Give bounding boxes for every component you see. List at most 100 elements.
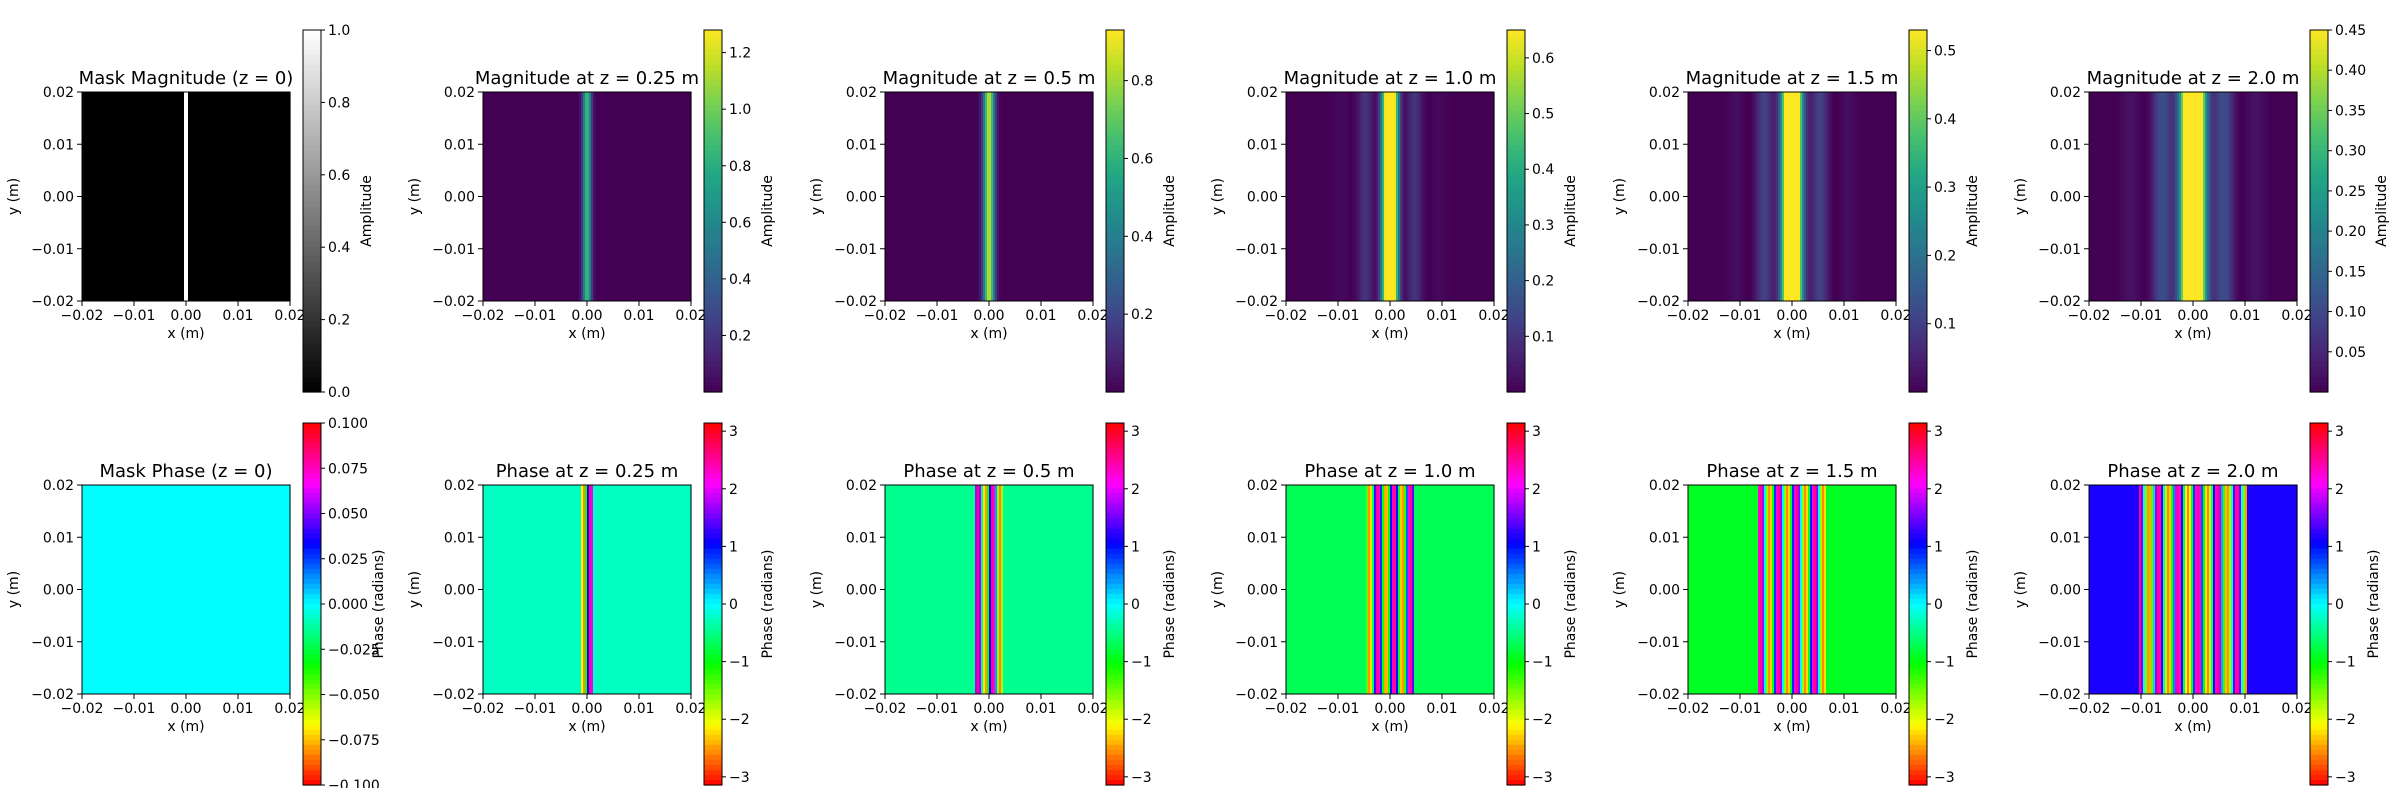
heatmap-column: [1358, 92, 1361, 301]
heatmap-column: [2091, 485, 2094, 694]
colorbar-segment: [1106, 503, 1124, 510]
heatmap-column: [911, 485, 914, 694]
colorbar-segment: [704, 573, 722, 580]
heatmap-column: [82, 485, 85, 694]
colorbar-segment: [1909, 578, 1927, 585]
heatmap-column: [2263, 485, 2266, 694]
heatmap-column: [1286, 92, 1289, 301]
y-axis-label: y (m): [1612, 571, 1628, 608]
colorbar-segment: [2310, 85, 2328, 91]
heatmap-column: [144, 485, 147, 694]
colorbar-tick-label: 0: [1532, 597, 1541, 613]
x-tick-label: 0.00: [1776, 308, 1807, 324]
colorbar-segment: [1507, 165, 1525, 172]
x-tick-label: 0.02: [675, 701, 706, 717]
colorbar-tick-label: 0.45: [2335, 23, 2366, 39]
heatmap-column: [188, 92, 191, 301]
heatmap-column: [1782, 485, 1785, 694]
colorbar-segment: [2310, 241, 2328, 247]
heatmap-column: [1334, 92, 1337, 301]
colorbar-segment: [1909, 241, 1927, 247]
colorbar-segment: [2310, 356, 2328, 363]
colorbar-segment: [1106, 80, 1124, 86]
heatmap-column: [1892, 485, 1895, 694]
colorbar-tick-label: 0.4: [1532, 162, 1554, 178]
y-tick-label: 0.02: [846, 478, 877, 494]
colorbar-segment: [1909, 276, 1927, 282]
x-tick-label: 0.02: [1478, 308, 1509, 324]
colorbar-segment: [1106, 553, 1124, 560]
heatmap-column: [1762, 485, 1765, 694]
heatmap-column: [244, 485, 247, 694]
heatmap-column: [1812, 92, 1815, 301]
heatmap-column: [589, 92, 592, 301]
heatmap-column: [1286, 485, 1289, 694]
heatmap-column: [1432, 485, 1435, 694]
colorbar-segment: [2310, 423, 2328, 429]
colorbar-segment: [704, 453, 722, 459]
colorbar-segment: [1909, 200, 1927, 207]
heatmap-column: [106, 485, 109, 694]
colorbar-segment: [1507, 764, 1525, 771]
heatmap-image: [82, 92, 291, 301]
heatmap-column: [1368, 485, 1371, 694]
heatmap-column: [1019, 92, 1022, 301]
heatmap-column: [158, 92, 161, 301]
heatmap-column: [1700, 92, 1703, 301]
heatmap-column: [118, 485, 121, 694]
heatmap-column: [613, 92, 616, 301]
colorbar-segment: [1507, 150, 1525, 157]
heatmap-column: [1756, 92, 1759, 301]
heatmap-column: [1764, 92, 1767, 301]
heatmap-column: [1306, 92, 1309, 301]
heatmap-column: [559, 485, 562, 694]
colorbar-segment: [704, 170, 722, 177]
heatmap-column: [1486, 92, 1489, 301]
x-tick-label: 0.02: [1077, 308, 1108, 324]
heatmap-image: [1688, 92, 1897, 301]
colorbar-segment: [2310, 568, 2328, 575]
heatmap-column: [134, 92, 137, 301]
colorbar-segment: [303, 105, 321, 112]
colorbar-segment: [1507, 448, 1525, 454]
heatmap-column: [1810, 92, 1813, 301]
x-tick-label: 0.01: [2229, 701, 2260, 717]
colorbar-tick-label: −2: [1131, 712, 1152, 728]
colorbar-segment: [1106, 578, 1124, 585]
heatmap-column: [917, 485, 920, 694]
heatmap-column: [1430, 485, 1433, 694]
colorbar-segment: [1507, 316, 1525, 323]
colorbar-segment: [2310, 538, 2328, 545]
heatmap-column: [959, 92, 962, 301]
colorbar-segment: [1106, 120, 1124, 127]
heatmap-column: [220, 92, 223, 301]
heatmap-column: [1456, 485, 1459, 694]
heatmap-column: [1033, 92, 1036, 301]
colorbar-segment: [303, 739, 321, 746]
colorbar-segment: [1909, 271, 1927, 277]
y-tick-label: 0.00: [43, 190, 74, 206]
colorbar-segment: [1106, 125, 1124, 132]
heatmap-column: [1842, 92, 1845, 301]
heatmap-column: [515, 92, 518, 301]
heatmap-column: [637, 92, 640, 301]
heatmap-column: [685, 485, 688, 694]
colorbar-segment: [2310, 155, 2328, 162]
heatmap-column: [911, 92, 914, 301]
colorbar-segment: [1909, 30, 1927, 36]
heatmap-column: [963, 485, 966, 694]
colorbar-segment: [303, 125, 321, 132]
colorbar-segment: [1106, 296, 1124, 303]
colorbar-segment: [2310, 624, 2328, 630]
colorbar-segment: [1106, 326, 1124, 333]
heatmap-column: [543, 92, 546, 301]
colorbar-segment: [1909, 528, 1927, 535]
y-tick-label: −0.02: [834, 687, 877, 703]
subplot: Phase at z = 2.0 m−0.02 −0.01 0.00 0.01 0.02…: [2013, 422, 2382, 786]
heatmap-column: [2269, 92, 2272, 301]
colorbar-segment: [2310, 75, 2328, 81]
colorbar-segment: [2310, 276, 2328, 282]
heatmap-column: [2211, 92, 2214, 301]
heatmap-column: [1021, 92, 1024, 301]
colorbar-segment: [704, 246, 722, 252]
